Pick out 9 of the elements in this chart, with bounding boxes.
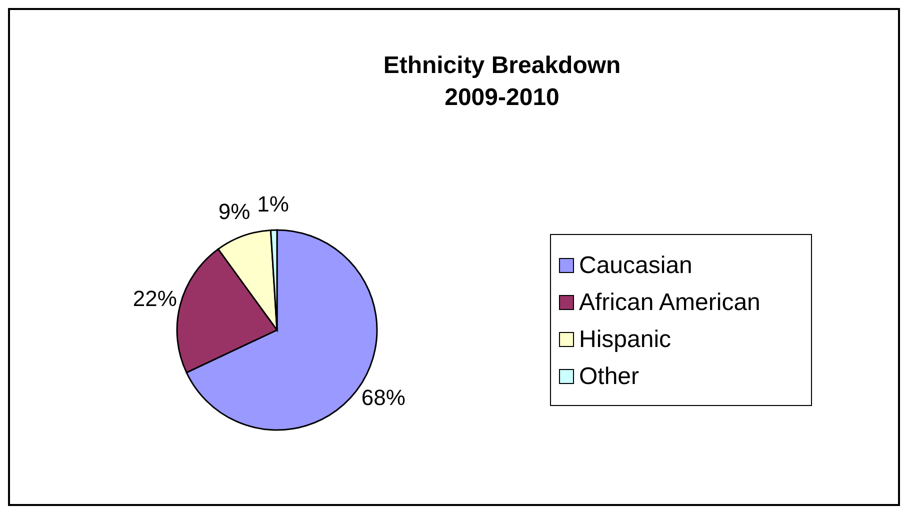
data-label: 68% (361, 385, 406, 410)
legend-label: African American (579, 288, 760, 316)
legend-label: Hispanic (579, 326, 672, 354)
chart-title: Ethnicity Breakdown 2009-2010 (382, 51, 622, 113)
data-label: 9% (218, 198, 250, 224)
legend-label: Other (579, 362, 640, 390)
data-label: 22% (132, 286, 177, 312)
legend-label: Caucasian (579, 252, 692, 280)
data-label: 1% (257, 192, 289, 217)
